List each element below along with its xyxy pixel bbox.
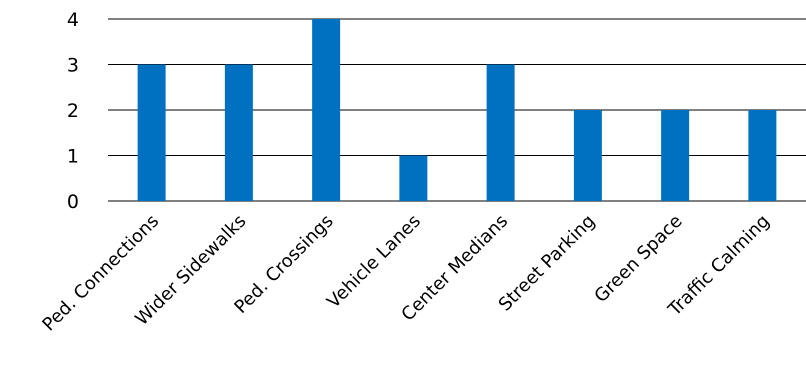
- bar-street-parking: [573, 110, 602, 201]
- y-tick-label: 3: [67, 55, 79, 77]
- y-tick-label: 0: [67, 191, 79, 213]
- bar-green-space: [661, 110, 690, 201]
- bar-wider-sidewalks: [224, 64, 253, 201]
- gridlines: [108, 18, 806, 202]
- y-tick-label: 1: [67, 146, 79, 168]
- bar-center-medians: [486, 64, 515, 201]
- bar-vehicle-lanes: [399, 155, 428, 201]
- bar-ped-connections: [137, 64, 166, 201]
- bar-ped-crossings: [312, 19, 341, 201]
- bars: [137, 19, 777, 201]
- x-category-label: Green Space: [590, 211, 686, 307]
- y-tick-label: 2: [67, 100, 79, 122]
- bar-traffic-calming: [748, 110, 777, 201]
- y-tick-label: 4: [67, 9, 79, 31]
- y-axis-tick-labels: 0 1 2 3 4: [67, 9, 79, 213]
